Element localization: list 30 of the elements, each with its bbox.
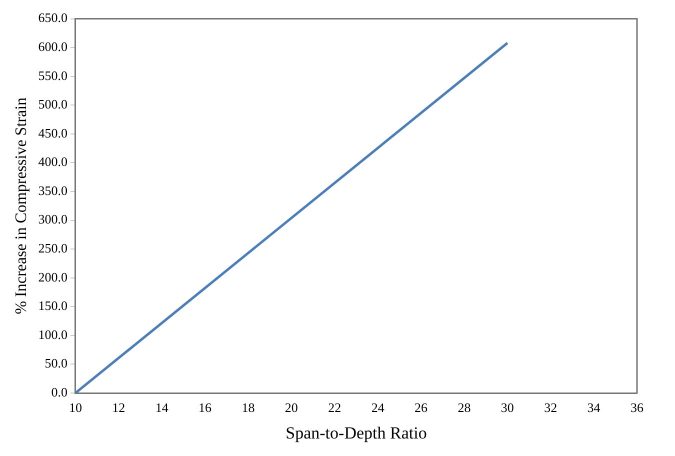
y-tick-label: 250.0 <box>38 240 68 256</box>
y-tick-label: 300.0 <box>38 212 68 227</box>
y-tick-label: 200.0 <box>38 269 68 284</box>
y-tick-label: 150.0 <box>38 298 68 314</box>
y-tick-label: 550.0 <box>38 68 68 83</box>
x-tick-label: 30 <box>500 400 514 416</box>
y-tick-label: 0.0 <box>51 384 68 400</box>
y-tick-label: 650.0 <box>38 10 68 26</box>
x-tick-label: 18 <box>242 400 255 416</box>
x-tick-label: 12 <box>112 400 126 416</box>
y-axis-title: % Increase in Compressive Strain <box>12 97 30 314</box>
x-tick-label: 14 <box>155 400 169 416</box>
x-tick-label: 20 <box>284 400 298 416</box>
x-tick-label: 16 <box>198 400 212 416</box>
x-tick-label: 36 <box>630 400 644 416</box>
x-tick-label: 10 <box>68 400 82 416</box>
y-tick-label: 450.0 <box>38 125 68 140</box>
x-tick-label: 32 <box>544 400 558 416</box>
y-tick-label: 100.0 <box>38 326 68 342</box>
y-tick-label: 50.0 <box>44 356 68 371</box>
y-tick-label: 500.0 <box>38 96 68 112</box>
x-tick-label: 26 <box>414 400 428 416</box>
x-tick-label: 24 <box>371 400 385 416</box>
y-tick-label: 350.0 <box>38 182 68 198</box>
y-tick-label: 400.0 <box>38 154 68 170</box>
x-tick-label: 28 <box>458 400 471 416</box>
y-tick-label: 600.0 <box>38 39 68 54</box>
x-tick-label: 22 <box>328 400 342 416</box>
x-axis-title: Span-to-Depth Ratio <box>286 423 427 442</box>
x-tick-label: 34 <box>587 400 601 416</box>
